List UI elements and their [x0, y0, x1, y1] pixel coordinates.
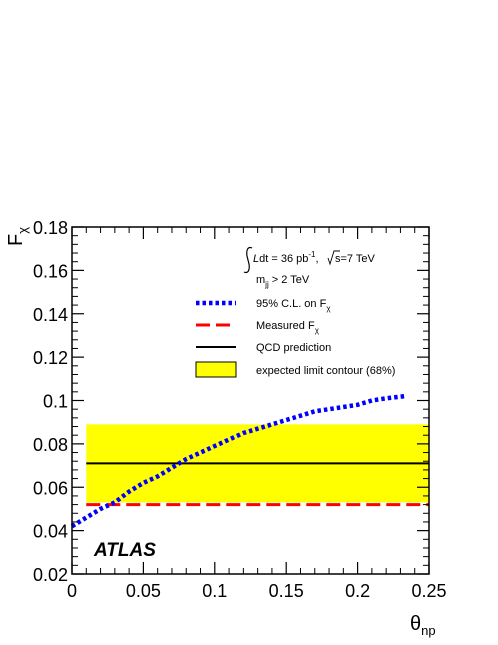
- legend-label-cl: 95% C.L. on Fχ: [256, 298, 331, 313]
- legend-label-band: expected limit contour (68%): [256, 365, 395, 377]
- sqrt-s-text: s=7 TeV: [335, 253, 376, 265]
- y-tick-label: 0.16: [33, 261, 68, 281]
- y-tick-label: 0.02: [33, 565, 68, 585]
- sqrt-sign-icon: [327, 250, 340, 266]
- experiment-label: ATLAS: [93, 540, 156, 561]
- line-95cl: [70, 393, 405, 529]
- line-layer: [70, 393, 429, 529]
- integral-sign-icon: [243, 246, 253, 274]
- y-tick-label: 0.1: [43, 392, 68, 412]
- axes-layer: [71, 226, 430, 575]
- legend-label-measured: Measured Fχ: [256, 320, 320, 335]
- y-tick-label: 0.14: [33, 305, 68, 325]
- x-tick-label: 0.05: [126, 581, 161, 601]
- x-tick-label: 0.1: [202, 581, 227, 601]
- lumi-annotation: Ldt = 36 pb-1, s=7 TeV: [243, 246, 376, 274]
- tick-layer: 0 0.05 0.1 0.15 0.2 0.25 0.02 0.04 0.06 0.08 0.1 0.…: [33, 218, 447, 601]
- y-axis-title: Fχ: [5, 227, 30, 246]
- x-tick-label: 0.15: [269, 581, 304, 601]
- legend: 95% C.L. on Fχ Measured Fχ QCD predictio…: [195, 298, 395, 378]
- x-tick-label: 0: [67, 581, 77, 601]
- x-tick-label: 0.2: [345, 581, 370, 601]
- lumi-text: Ldt = 36 pb-1,: [253, 250, 319, 265]
- legend-label-qcd: QCD prediction: [256, 342, 331, 354]
- x-axis-title: θnp: [410, 613, 436, 638]
- mjj-annotation: mjj > 2 TeV: [256, 274, 310, 289]
- y-tick-label: 0.04: [33, 522, 68, 542]
- y-tick-label: 0.08: [33, 435, 68, 455]
- y-tick-label: 0.18: [33, 218, 68, 238]
- y-tick-label: 0.06: [33, 478, 68, 498]
- y-tick-label: 0.12: [33, 348, 68, 368]
- legend-swatch-band: [195, 361, 237, 378]
- x-tick-label: 0.25: [411, 581, 446, 601]
